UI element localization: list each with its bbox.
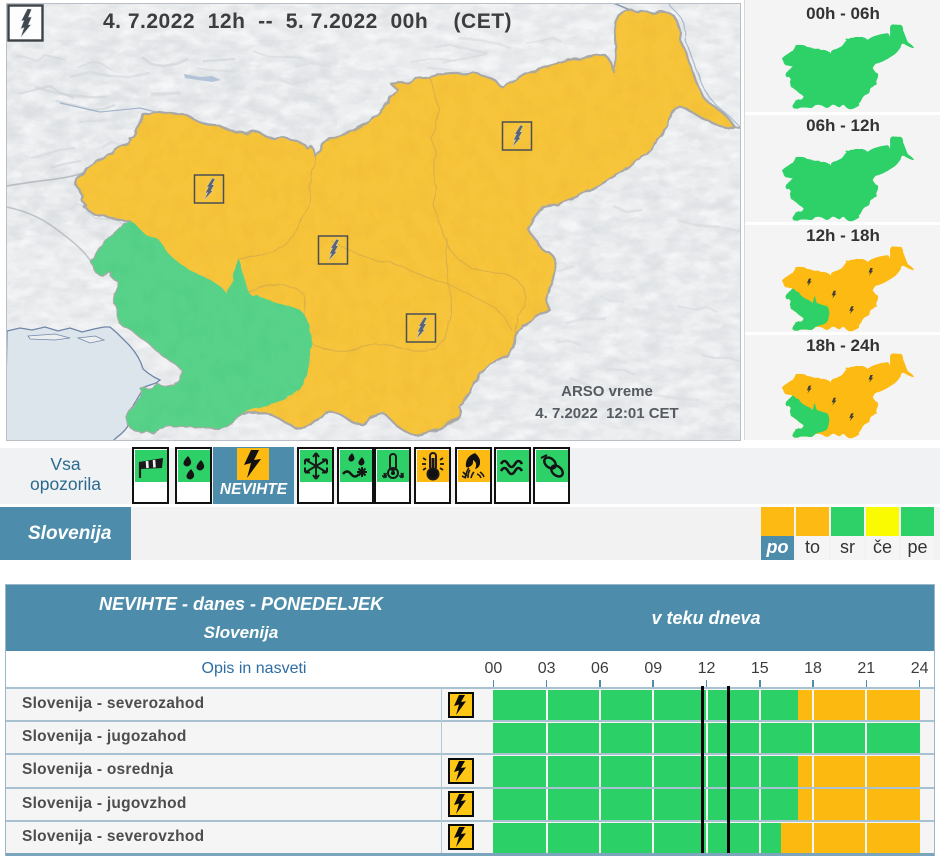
svg-text:4. 7.2022 12:01 CET: 4. 7.2022 12:01 CET (535, 405, 678, 422)
svg-text:ARSO vreme: ARSO vreme (561, 383, 653, 400)
svg-text:4. 7.2022 12h -- 5. 7.2022: 4. 7.2022 12h -- 5. 7.2022 00h (CET) (103, 10, 512, 33)
